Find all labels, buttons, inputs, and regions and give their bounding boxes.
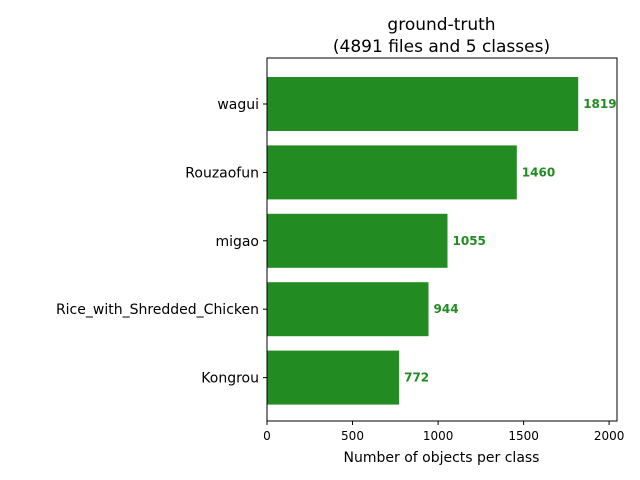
- value-label-1: 1460: [522, 165, 555, 179]
- x-tick-label-2: 1000: [423, 429, 454, 443]
- plot-frame: [266, 57, 618, 422]
- bar-0: [267, 77, 579, 131]
- bars-group: [267, 77, 579, 405]
- category-label-4: Kongrou: [201, 371, 259, 387]
- x-tick-label-4: 2000: [594, 429, 625, 443]
- x-ticks: 0 500 1000 1500 2000: [263, 421, 624, 443]
- x-axis-label: Number of objects per class: [344, 450, 540, 466]
- category-labels: wagui Rouzaofun migao Rice_with_Shredded_Ch…: [56, 97, 267, 387]
- value-label-2: 1055: [453, 234, 486, 248]
- value-labels: 1819 1460 1055 944 772: [404, 97, 617, 385]
- value-label-3: 944: [434, 302, 459, 316]
- bar-3: [267, 282, 429, 337]
- value-label-4: 772: [404, 371, 429, 385]
- category-label-3: Rice_with_Shredded_Chicken: [56, 302, 259, 318]
- bar-1: [267, 145, 517, 200]
- category-label-1: Rouzaofun: [185, 165, 259, 181]
- bar-4: [267, 350, 400, 405]
- bar-2: [267, 213, 448, 268]
- category-label-2: migao: [215, 234, 259, 250]
- value-label-0: 1819: [583, 97, 616, 111]
- x-tick-label-3: 1500: [508, 429, 539, 443]
- chart-title-line1: ground-truth: [387, 15, 495, 35]
- x-tick-label-1: 500: [341, 429, 364, 443]
- category-label-0: wagui: [217, 97, 259, 113]
- x-tick-label-0: 0: [263, 429, 271, 443]
- chart-title-line2: (4891 files and 5 classes): [333, 37, 550, 57]
